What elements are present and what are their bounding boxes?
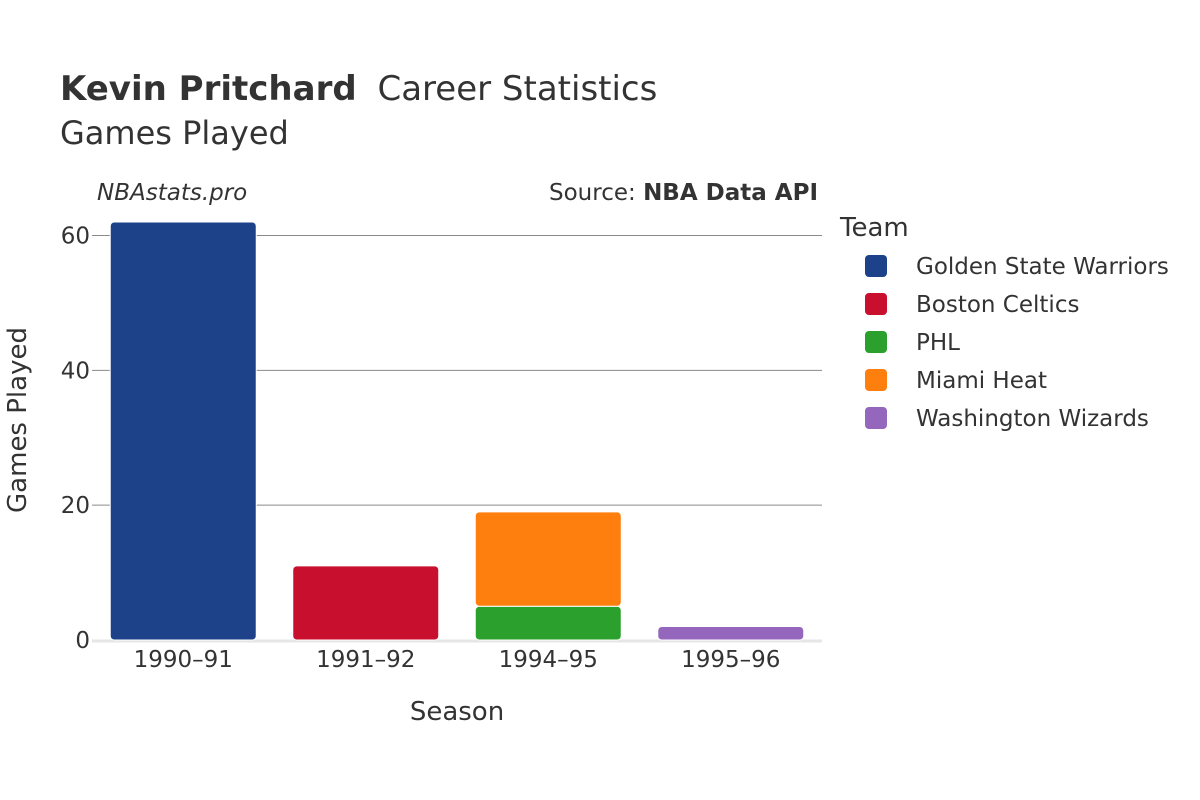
legend-label: Golden State Warriors — [916, 254, 1169, 280]
source-name: NBA Data API — [643, 180, 818, 206]
x-axis-ticks: 1990–91 1991–92 1994–95 1995–96 — [134, 647, 781, 673]
bar-boston-celtics-1991-92 — [292, 565, 440, 641]
legend-label: PHL — [916, 330, 960, 356]
source-credit: Source: NBA Data API — [549, 180, 818, 206]
legend-label: Washington Wizards — [916, 406, 1149, 432]
bar-phl-1994-95 — [474, 605, 622, 641]
y-tick-label: 0 — [75, 628, 90, 654]
y-axis-title: Games Played — [3, 327, 33, 513]
legend-swatch — [865, 407, 887, 429]
legend: Golden State Warriors Boston Celtics PHL Mi… — [865, 254, 1169, 432]
legend-swatch — [865, 331, 887, 353]
x-axis-title: Season — [410, 697, 504, 727]
x-tick-label: 1990–91 — [134, 647, 233, 673]
legend-swatch — [865, 369, 887, 391]
x-tick-label: 1995–96 — [681, 647, 780, 673]
source-label: Source: — [549, 180, 643, 206]
bars — [109, 221, 805, 641]
legend-label: Miami Heat — [916, 368, 1047, 394]
bar-washington-wizards-1995-96 — [657, 626, 805, 641]
y-axis-ticks: 0 20 40 60 — [61, 223, 90, 654]
y-tick-label: 20 — [61, 493, 90, 519]
bar-miami-heat-1994-95 — [474, 511, 622, 607]
legend-title: Team — [839, 213, 909, 243]
chart-title: Kevin Pritchard Career Statistics — [60, 69, 657, 109]
y-tick-label: 60 — [61, 223, 90, 249]
chart-subtitle: Games Played — [60, 114, 289, 152]
x-tick-label: 1991–92 — [316, 647, 415, 673]
site-credit: NBAstats.pro — [97, 180, 247, 206]
legend-swatch — [865, 293, 887, 315]
title-name: Kevin Pritchard — [60, 69, 357, 109]
title-rest: Career Statistics — [377, 69, 657, 109]
bar-golden-state-warriors-1990-91 — [109, 221, 257, 641]
x-tick-label: 1994–95 — [499, 647, 598, 673]
y-tick-label: 40 — [61, 358, 90, 384]
legend-label: Boston Celtics — [916, 292, 1079, 318]
legend-swatch — [865, 255, 887, 277]
